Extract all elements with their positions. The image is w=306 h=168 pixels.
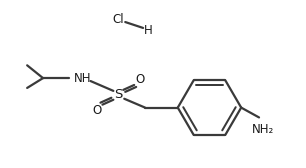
Text: O: O — [136, 73, 145, 86]
Text: NH₂: NH₂ — [252, 123, 274, 136]
Text: S: S — [114, 88, 122, 101]
Text: Cl: Cl — [113, 13, 124, 26]
Text: NH: NH — [74, 72, 91, 85]
Text: O: O — [92, 104, 101, 117]
Text: H: H — [144, 24, 152, 37]
